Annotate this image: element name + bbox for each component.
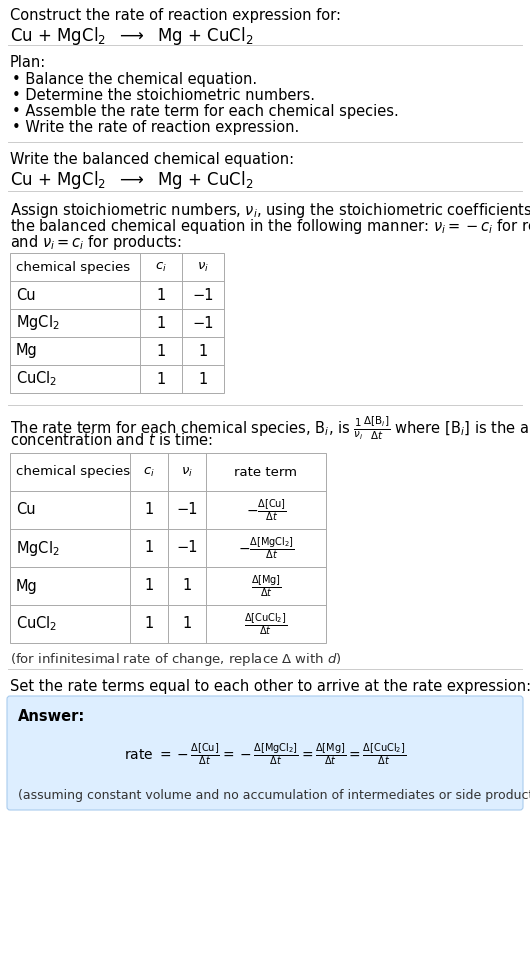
Text: Cu: Cu [16,288,36,303]
Text: Answer:: Answer: [18,709,85,724]
Text: Mg: Mg [16,344,38,358]
Text: 1: 1 [198,372,208,386]
Text: MgCl$_2$: MgCl$_2$ [16,539,60,557]
Text: rate term: rate term [234,466,297,478]
Text: Cu + MgCl$_2$  $\longrightarrow$  Mg + CuCl$_2$: Cu + MgCl$_2$ $\longrightarrow$ Mg + CuC… [10,25,253,47]
Text: Plan:: Plan: [10,55,46,70]
Text: • Assemble the rate term for each chemical species.: • Assemble the rate term for each chemic… [12,104,399,119]
Text: CuCl$_2$: CuCl$_2$ [16,370,57,388]
Bar [10,253,224,393]
Text: −1: −1 [192,315,214,331]
Text: −1: −1 [192,288,214,303]
FancyBboxPatch shape [7,696,523,810]
Text: and $\nu_i = c_i$ for products:: and $\nu_i = c_i$ for products: [10,233,182,252]
Text: $\nu_i$: $\nu_i$ [181,466,193,478]
Text: $c_i$: $c_i$ [143,466,155,478]
Text: $\frac{\Delta[\mathrm{CuCl_2}]}{\Delta t}$: $\frac{\Delta[\mathrm{CuCl_2}]}{\Delta t… [244,611,288,637]
Text: $c_i$: $c_i$ [155,261,167,273]
Text: $-\frac{\Delta[\mathrm{Cu}]}{\Delta t}$: $-\frac{\Delta[\mathrm{Cu}]}{\Delta t}$ [245,497,286,523]
Bar [10,453,326,643]
Text: Construct the rate of reaction expression for:: Construct the rate of reaction expressio… [10,8,341,23]
Text: concentration and $t$ is time:: concentration and $t$ is time: [10,432,213,448]
Text: Set the rate terms equal to each other to arrive at the rate expression:: Set the rate terms equal to each other t… [10,679,530,694]
Text: Mg: Mg [16,579,38,593]
Text: $\frac{\Delta[\mathrm{Mg}]}{\Delta t}$: $\frac{\Delta[\mathrm{Mg}]}{\Delta t}$ [251,573,281,599]
Text: Cu: Cu [16,503,36,517]
Text: 1: 1 [182,579,192,593]
Text: 1: 1 [156,315,165,331]
Text: Cu + MgCl$_2$  $\longrightarrow$  Mg + CuCl$_2$: Cu + MgCl$_2$ $\longrightarrow$ Mg + CuC… [10,169,253,191]
Text: • Balance the chemical equation.: • Balance the chemical equation. [12,72,257,87]
Text: Write the balanced chemical equation:: Write the balanced chemical equation: [10,152,294,167]
Text: −1: −1 [176,503,198,517]
Text: • Determine the stoichiometric numbers.: • Determine the stoichiometric numbers. [12,88,315,103]
Text: $\nu_i$: $\nu_i$ [197,261,209,273]
Text: 1: 1 [156,288,165,303]
Text: rate $= -\frac{\Delta[\mathrm{Cu}]}{\Delta t} = -\frac{\Delta[\mathrm{MgCl_2}]}{: rate $= -\frac{\Delta[\mathrm{Cu}]}{\Del… [124,741,406,767]
Text: 1: 1 [198,344,208,358]
Text: Assign stoichiometric numbers, $\nu_i$, using the stoichiometric coefficients, $: Assign stoichiometric numbers, $\nu_i$, … [10,201,530,220]
Text: $-\frac{\Delta[\mathrm{MgCl_2}]}{\Delta t}$: $-\frac{\Delta[\mathrm{MgCl_2}]}{\Delta … [238,535,294,561]
Text: 1: 1 [182,617,192,631]
Text: 1: 1 [144,503,154,517]
Text: 1: 1 [156,344,165,358]
Text: 1: 1 [156,372,165,386]
Text: The rate term for each chemical species, B$_i$, is $\frac{1}{\nu_i}\frac{\Delta[: The rate term for each chemical species,… [10,415,530,442]
Text: • Write the rate of reaction expression.: • Write the rate of reaction expression. [12,120,299,135]
Text: CuCl$_2$: CuCl$_2$ [16,615,57,633]
Text: 1: 1 [144,579,154,593]
Text: −1: −1 [176,541,198,555]
Text: 1: 1 [144,617,154,631]
Text: the balanced chemical equation in the following manner: $\nu_i = -c_i$ for react: the balanced chemical equation in the fo… [10,217,530,236]
Text: 1: 1 [144,541,154,555]
Text: MgCl$_2$: MgCl$_2$ [16,313,60,333]
Text: chemical species: chemical species [16,466,130,478]
Text: chemical species: chemical species [16,261,130,273]
Text: (assuming constant volume and no accumulation of intermediates or side products): (assuming constant volume and no accumul… [18,789,530,801]
Text: (for infinitesimal rate of change, replace Δ with $d$): (for infinitesimal rate of change, repla… [10,651,342,668]
